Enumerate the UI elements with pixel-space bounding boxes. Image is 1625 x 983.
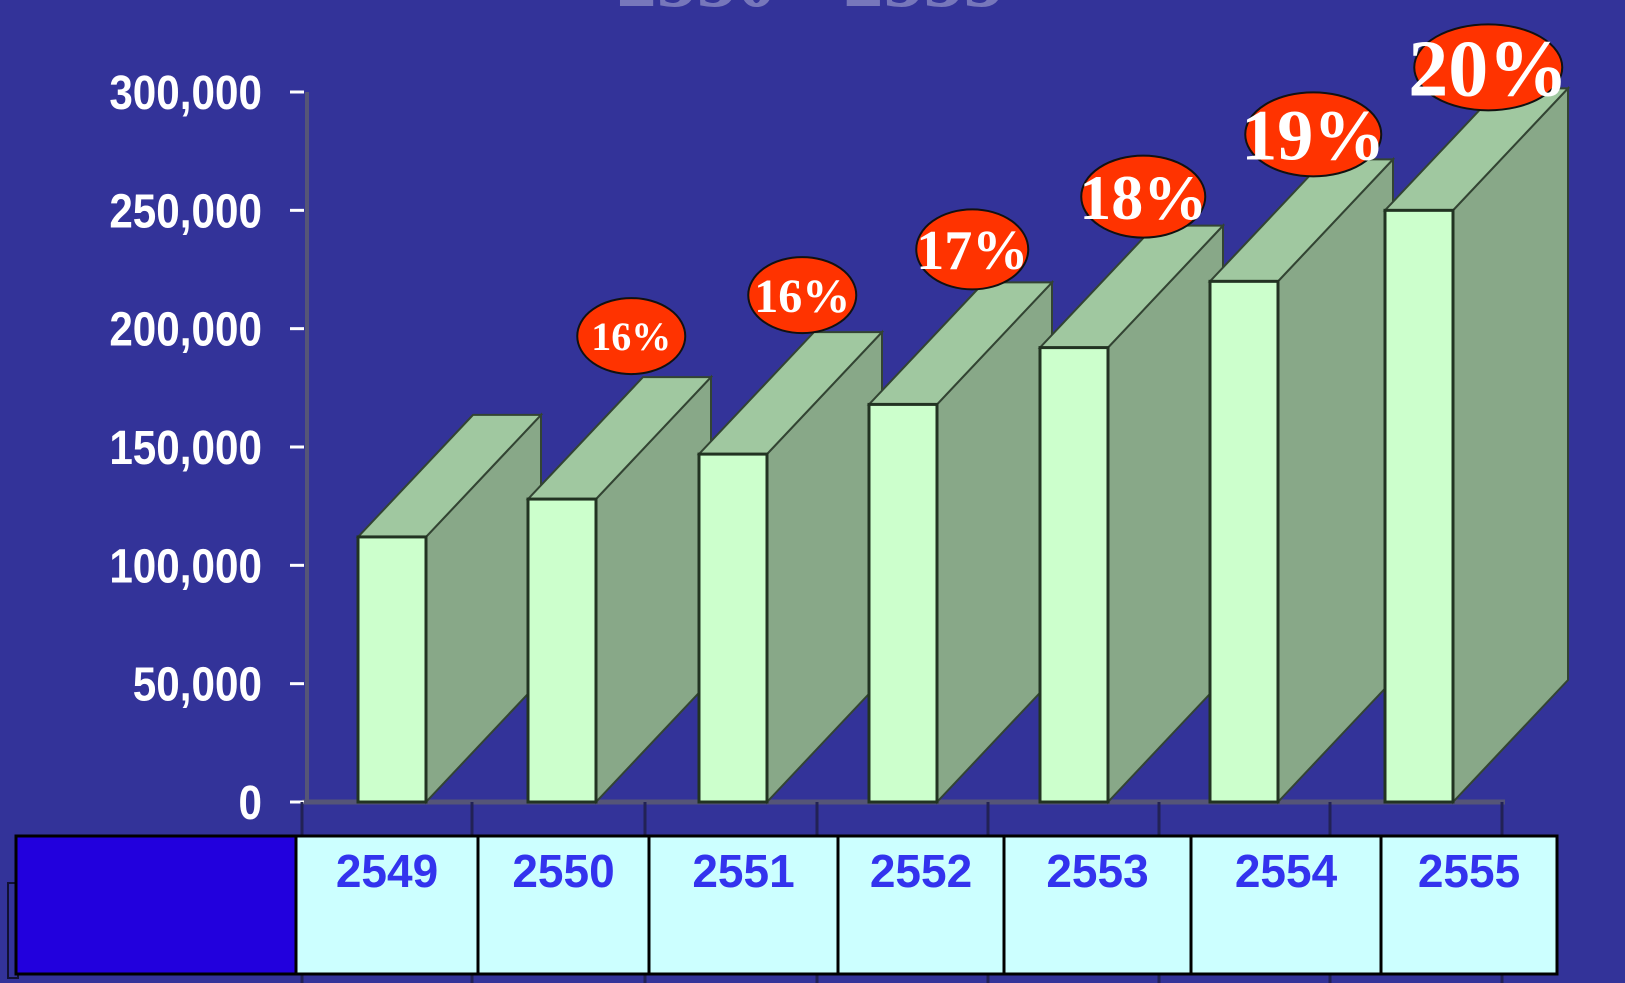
table-cell: 2553: [1002, 834, 1193, 976]
table-cell: 2554: [1189, 834, 1383, 976]
table-cell-box: [1002, 834, 1193, 976]
percent-badge-ellipse: [1413, 23, 1564, 112]
percent-badge: 20%: [1408, 23, 1568, 113]
table-cell: 2552: [836, 834, 1006, 976]
x-tick-label: 2552: [870, 845, 972, 897]
year-table: 2549 2550 2551 2552 2553 2554 2555: [7, 834, 1559, 979]
y-tick-label: 250,000: [109, 184, 262, 238]
bar: [1037, 223, 1226, 805]
percent-badge: 16%: [747, 256, 858, 335]
percent-badge-ellipse: [576, 297, 687, 376]
bar: [525, 374, 714, 805]
table-cell: 2555: [1379, 834, 1559, 976]
percent-badge-label: 17%: [916, 220, 1028, 282]
percent-badge-ellipse: [1080, 154, 1207, 239]
x-tick-label: 2549: [336, 845, 438, 897]
bar-front-face: [1383, 208, 1455, 804]
y-tick-label: 0: [239, 775, 262, 829]
bar: [1382, 85, 1571, 805]
percent-badge: 19%: [1241, 91, 1385, 178]
table-cell: 2550: [476, 834, 651, 976]
y-axis: 0 50,000 100,000 150,000 200,000 250,000 300,0…: [109, 65, 1505, 983]
x-tick-label: 2553: [1046, 845, 1148, 897]
table-cell: 2551: [647, 834, 840, 976]
x-tick-label: 2550: [512, 845, 614, 897]
bar: [866, 279, 1055, 805]
table-cell-box: [294, 834, 480, 976]
bar-front-face: [697, 452, 769, 804]
percent-badge: 18%: [1079, 154, 1207, 239]
x-tick-label: 2551: [692, 845, 794, 897]
percent-badge: 17%: [915, 208, 1030, 291]
table-cell-box: [1379, 834, 1559, 976]
percent-badge-label: 19%: [1241, 96, 1385, 176]
bars: [355, 85, 1571, 805]
percent-badge: 16%: [576, 297, 687, 376]
y-tick-label: 150,000: [109, 420, 262, 474]
bar-front-face: [1208, 279, 1280, 804]
bar-front-face: [867, 402, 939, 804]
percent-badge-label: 16%: [754, 270, 850, 323]
bar: [355, 412, 544, 805]
table-cell-box: [836, 834, 1006, 976]
percent-badge-ellipse: [747, 256, 858, 335]
table-header-cell: [14, 834, 298, 976]
bar: [1207, 156, 1396, 805]
y-tick-label: 50,000: [133, 657, 262, 711]
y-tick-label: 200,000: [109, 302, 262, 356]
y-tick-label: 100,000: [109, 539, 262, 593]
table-cell-box: [647, 834, 840, 976]
percent-badge-label: 18%: [1079, 162, 1207, 233]
bar-front-face: [526, 497, 598, 804]
percent-badge-ellipse: [915, 208, 1030, 291]
percent-badges: 16% 16% 17% 18% 19% 20%: [576, 23, 1568, 376]
percent-badge-ellipse: [1244, 91, 1383, 178]
y-tick-label: 300,000: [109, 65, 262, 119]
table-cell: 2549: [294, 834, 480, 976]
chart-title: 2550 - 2555: [617, 0, 1004, 24]
x-tick-label: 2554: [1235, 845, 1338, 897]
bar-front-face: [356, 535, 428, 804]
bar: [696, 329, 885, 805]
percent-badge-label: 20%: [1408, 25, 1568, 113]
x-tick-label: 2555: [1418, 845, 1520, 897]
percent-badge-label: 16%: [591, 314, 671, 359]
bar-side-face: [1452, 85, 1569, 805]
bar-front-face: [1038, 346, 1110, 804]
